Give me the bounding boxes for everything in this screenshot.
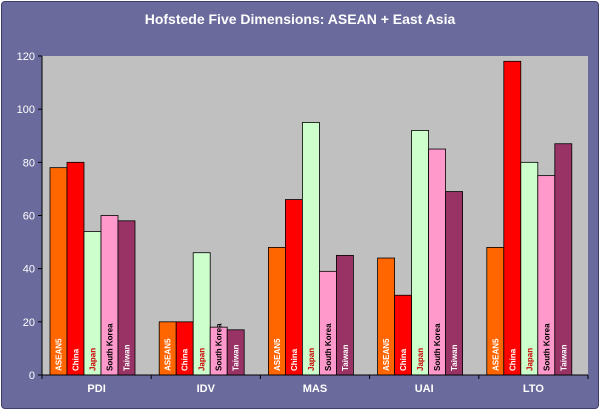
bar-label-taiwan: Taiwan <box>341 344 350 371</box>
bar-label-south-korea: South Korea <box>542 323 551 371</box>
y-axis: 0 20 40 60 80 100 120 <box>17 51 43 382</box>
y-tick-label: 20 <box>23 317 35 329</box>
bar-label-japan: Japan <box>307 348 316 371</box>
bar-label-china: China <box>508 348 517 371</box>
bar-label-south-korea: South Korea <box>433 323 442 371</box>
bar-label-china: China <box>399 348 408 371</box>
bar-label-japan: Japan <box>416 348 425 371</box>
bar-label-japan: Japan <box>89 348 98 371</box>
x-axis: PDI IDV MAS UAI LTO <box>41 374 589 395</box>
bar-mas-china <box>284 199 303 376</box>
y-tick-label: 80 <box>23 157 35 169</box>
y-tick-label: 100 <box>17 104 35 116</box>
bar-label-japan: Japan <box>525 348 534 371</box>
bar-label-taiwan: Taiwan <box>123 344 132 371</box>
y-tick-label: 0 <box>29 370 35 382</box>
x-tick-label-pdi: PDI <box>87 383 105 395</box>
bar-uai-japan <box>411 130 430 376</box>
bar-label-south-korea: South Korea <box>324 323 333 371</box>
bar-pdi-china <box>66 161 85 376</box>
bar-lto-japan <box>520 161 539 376</box>
y-tick-label: 120 <box>17 51 35 63</box>
bar-label-japan: Japan <box>198 348 207 371</box>
y-tick-label: 60 <box>23 211 35 223</box>
bar-mas-japan <box>301 122 320 376</box>
bar-lto-china <box>503 60 522 376</box>
bar-label-south-korea: South Korea <box>215 323 224 371</box>
x-tick-label-mas: MAS <box>303 383 327 395</box>
bar-label-china: China <box>72 348 81 371</box>
bar-label-taiwan: Taiwan <box>232 344 241 371</box>
bar-label-asean5: ASEAN5 <box>382 338 391 371</box>
bar-label-china: China <box>181 348 190 371</box>
bar-label-taiwan: Taiwan <box>559 344 568 371</box>
bar-series-group: ASEAN5 China Japan South Korea Taiwan ASEAN5 C… <box>49 60 573 376</box>
bar-lto-taiwan <box>554 143 573 376</box>
bar-label-south-korea: South Korea <box>106 323 115 371</box>
bar-label-asean5: ASEAN5 <box>273 338 282 371</box>
x-tick-label-idv: IDV <box>197 383 216 395</box>
bar-label-asean5: ASEAN5 <box>491 338 500 371</box>
x-tick-label-lto: LTO <box>523 383 544 395</box>
bar-label-asean5: ASEAN5 <box>55 338 64 371</box>
bar-label-china: China <box>290 348 299 371</box>
bar-label-asean5: ASEAN5 <box>164 338 173 371</box>
x-tick-label-uai: UAI <box>415 383 434 395</box>
chart-title: Hofstede Five Dimensions: ASEAN + East A… <box>144 11 456 27</box>
bar-label-taiwan: Taiwan <box>450 344 459 371</box>
y-tick-label: 40 <box>23 264 35 276</box>
